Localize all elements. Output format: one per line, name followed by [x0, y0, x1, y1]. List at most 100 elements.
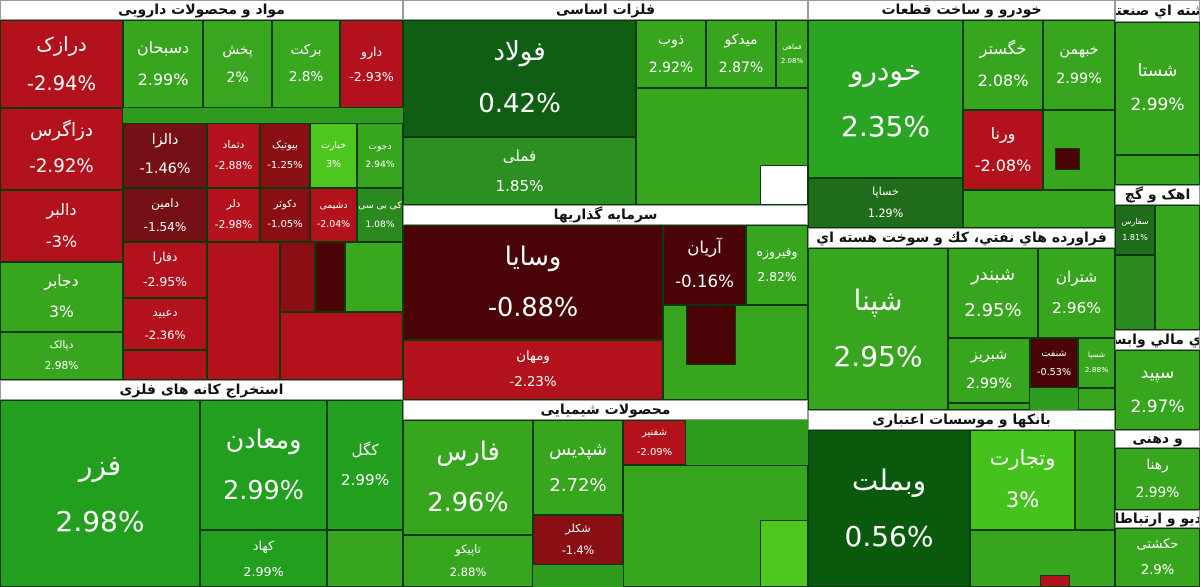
stock-tile[interactable]: درازک -2.94%	[0, 20, 123, 108]
stock-change: -2.08%	[974, 156, 1032, 176]
stock-tile[interactable]: شفنیر -2.09%	[623, 420, 686, 465]
stock-tile[interactable]: آریان -0.16%	[663, 225, 746, 305]
stock-tile[interactable]: خبهمن 2.99%	[1043, 20, 1115, 110]
stock-tile[interactable]: سفارس 1.81%	[1115, 205, 1155, 255]
stock-tile[interactable]: شبندر 2.95%	[948, 248, 1038, 338]
stock-tile[interactable]: کگل 2.99%	[327, 400, 403, 530]
stock-tile[interactable]: دالبر -3%	[0, 190, 123, 262]
stock-tile[interactable]: ومعادن 2.99%	[200, 400, 327, 530]
stock-tile[interactable]: میدکو 2.87%	[706, 20, 776, 88]
stock-name: حکشتی	[1136, 536, 1179, 552]
stock-tile[interactable]: فولاد 0.42%	[403, 20, 636, 137]
stock-name: دامین	[151, 195, 179, 210]
minor-tile	[1075, 430, 1115, 530]
stock-change: -2.94%	[26, 71, 97, 95]
stock-tile[interactable]: شتران 2.96%	[1038, 248, 1115, 338]
stock-tile[interactable]: خبارت 3%	[310, 123, 357, 188]
stock-tile[interactable]: فارس 2.96%	[403, 420, 533, 535]
stock-tile[interactable]: وسایا -0.88%	[403, 225, 663, 340]
stock-change: -2.09%	[636, 446, 673, 458]
stock-change: 2.88%	[1084, 364, 1109, 374]
stock-name: دجوت	[368, 140, 392, 152]
stock-tile[interactable]: دتماد -2.88%	[207, 123, 260, 188]
stock-change: -1.4%	[561, 544, 595, 558]
stock-change: -1.46%	[139, 161, 191, 178]
stock-tile[interactable]: تاپیکو 2.88%	[403, 535, 533, 587]
sector-title: سرمایه گذاریها	[403, 205, 808, 225]
stock-change: -2.95%	[143, 273, 187, 289]
stock-name: خساپا	[872, 185, 899, 199]
stock-name: شسپا	[1087, 350, 1106, 360]
stock-tile[interactable]: دجوت 2.94%	[357, 123, 403, 188]
stock-tile[interactable]: شسپا 2.88%	[1078, 338, 1115, 388]
stock-tile[interactable]: دشیمی -2.04%	[310, 188, 357, 242]
stock-name: وبملت	[851, 463, 927, 497]
stock-change: 0.56%	[844, 519, 934, 553]
stock-tile[interactable]: برکت 2.8%	[272, 20, 340, 108]
stock-tile[interactable]: فملی 1.85%	[403, 137, 636, 205]
stock-name: شپدیس	[549, 438, 607, 460]
minor-tile	[963, 190, 1115, 228]
stock-tile[interactable]: دزاگرس -2.92%	[0, 108, 123, 190]
stock-tile[interactable]: دعبید -2.36%	[123, 298, 207, 350]
stock-change: -2.93%	[349, 69, 394, 85]
stock-change: 2.99%	[223, 475, 304, 506]
stock-name: وسایا	[504, 241, 562, 272]
stock-change: 2.82%	[757, 268, 797, 284]
stock-tile[interactable]: دارو -2.93%	[340, 20, 403, 108]
minor-tile	[315, 242, 345, 312]
stock-change: 2.35%	[841, 110, 930, 144]
stock-change: 2%	[226, 69, 249, 86]
stock-tile[interactable]: پخش 2%	[203, 20, 272, 108]
stock-name: بیوتیک	[272, 139, 298, 151]
stock-tile[interactable]: شبریز 2.99%	[948, 338, 1030, 403]
stock-tile[interactable]: دامین -1.54%	[123, 188, 207, 242]
stock-name: شستا	[1137, 61, 1178, 82]
stock-tile[interactable]: شپنا 2.95%	[808, 248, 948, 410]
stock-tile[interactable]: دسبحان 2.99%	[123, 20, 203, 108]
stock-tile[interactable]: وفیروزه 2.82%	[746, 225, 808, 305]
stock-tile[interactable]: دالزا -1.46%	[123, 123, 207, 188]
stock-change: 2.94%	[365, 159, 395, 171]
stock-change: -0.53%	[1037, 366, 1071, 378]
stock-name: شتران	[1055, 268, 1098, 287]
stock-tile[interactable]: شکلر -1.4%	[533, 515, 623, 565]
stock-change: -0.88%	[487, 292, 579, 323]
stock-tile[interactable]: دفارا -2.95%	[123, 242, 207, 298]
stock-tile[interactable]: بیوتیک -1.25%	[260, 123, 310, 188]
minor-tile	[1115, 155, 1200, 185]
stock-tile[interactable]: فماهی 2.08%	[776, 20, 808, 88]
stock-tile[interactable]: وبملت 0.56%	[808, 430, 970, 587]
minor-tile	[280, 312, 403, 380]
stock-change: 1.29%	[867, 207, 904, 221]
stock-tile[interactable]: ومهان -2.23%	[403, 340, 663, 400]
stock-tile[interactable]: کهاد 2.99%	[200, 530, 327, 587]
stock-tile[interactable]: سپید 2.97%	[1115, 350, 1200, 430]
stock-tile[interactable]: دکوثر -1.05%	[260, 188, 310, 242]
stock-tile[interactable]: دلر -2.98%	[207, 188, 260, 242]
stock-tile[interactable]: شستا 2.99%	[1115, 22, 1200, 155]
stock-tile[interactable]: خگستر 2.08%	[963, 20, 1043, 110]
stock-change: 3%	[326, 159, 341, 171]
stock-change: 3%	[1005, 488, 1040, 513]
stock-change: -1.25%	[267, 159, 303, 171]
stock-tile[interactable]: دجابر 3%	[0, 262, 123, 332]
stock-change: -2.36%	[144, 327, 186, 342]
stock-tile[interactable]: ذوب 2.92%	[636, 20, 706, 88]
stock-name: وتجارت	[989, 446, 1056, 471]
stock-tile[interactable]: دپالک 2.98%	[0, 332, 123, 380]
stock-change: 1.81%	[1122, 233, 1148, 243]
stock-tile[interactable]: حکشتی 2.9%	[1115, 528, 1200, 587]
stock-tile[interactable]: ورنا -2.08%	[963, 110, 1043, 190]
stock-tile[interactable]: وتجارت 3%	[970, 430, 1075, 530]
stock-name: دشیمی	[319, 199, 348, 211]
minor-tile	[1055, 148, 1080, 170]
stock-tile[interactable]: رهنا 2.99%	[1115, 448, 1200, 510]
stock-tile[interactable]: خساپا 1.29%	[808, 178, 963, 228]
stock-tile[interactable]: خودرو 2.35%	[808, 20, 963, 178]
stock-tile[interactable]: شنفت -0.53%	[1030, 338, 1078, 388]
stock-name: دپالک	[49, 337, 74, 351]
stock-tile[interactable]: شپدیس 2.72%	[533, 420, 623, 515]
stock-tile[interactable]: فزر 2.98%	[0, 400, 200, 587]
stock-tile[interactable]: کی بی سی 1.08%	[357, 188, 403, 242]
